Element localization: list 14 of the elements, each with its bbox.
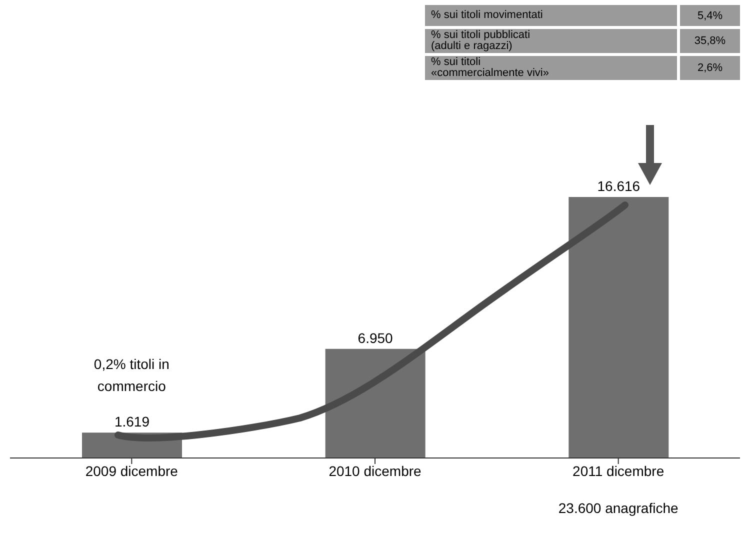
x-tick-label: 2011 dicembre: [572, 462, 664, 479]
text: 23.600 anagrafiche: [557, 500, 680, 516]
category-label: % sui titoli pubblicati (adulti e ragazzi): [425, 29, 677, 53]
annotation: 0,2% titoli in commercio: [92, 354, 170, 396]
text: 5,4%: [697, 10, 723, 22]
data-label: 1.619: [114, 414, 150, 430]
text: 2,6%: [697, 62, 723, 74]
data-label: 16.616: [597, 178, 640, 194]
data-label: 6.950: [358, 330, 394, 346]
category-label: % sui titoli movimentati: [425, 5, 677, 26]
text: 35,8%: [694, 35, 726, 47]
x-tick-label: 2010 dicembre: [328, 462, 422, 479]
category-label: % sui titoli «commercialmente vivi»: [425, 56, 677, 80]
x-tick-label: 2009 dicembre: [85, 462, 178, 479]
